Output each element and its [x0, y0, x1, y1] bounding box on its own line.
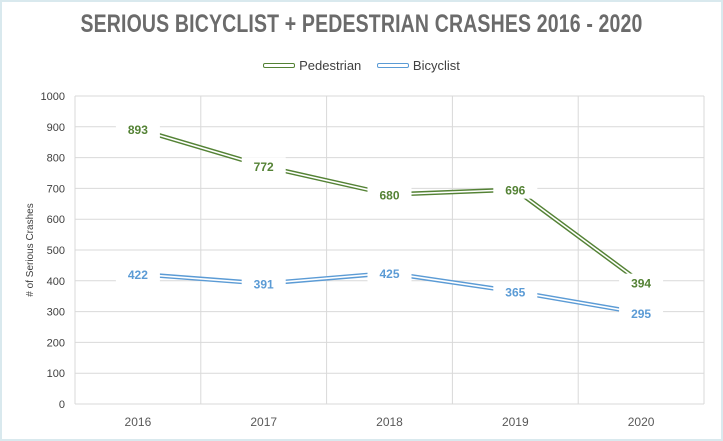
y-tick-label: 300	[47, 307, 65, 319]
legend-label-bicyclist: Bicyclist	[412, 58, 460, 73]
x-tick-label: 2016	[125, 415, 152, 429]
chart-title: SERIOUS BICYCLIST + PEDESTRIAN CRASHES 2…	[80, 10, 643, 38]
legend: Pedestrian Bicyclist	[0, 56, 723, 73]
data-label-pedestrian: 772	[254, 160, 274, 174]
data-label-bg-pedestrian	[619, 273, 664, 292]
legend-swatch-pedestrian	[263, 63, 296, 68]
data-label-pedestrian: 696	[505, 184, 525, 198]
y-tick-label: 400	[47, 276, 65, 288]
data-label-bicyclist: 295	[631, 307, 651, 321]
y-axis-label: # of Serious Crashes	[25, 203, 36, 296]
data-label-bg-bicyclist	[367, 264, 412, 283]
x-tick-label: 2017	[250, 415, 277, 429]
data-label-bg-pedestrian	[367, 185, 412, 204]
data-label-bg-pedestrian	[241, 157, 286, 176]
x-tick-label: 2020	[628, 415, 655, 429]
data-label-bg-bicyclist	[115, 265, 160, 284]
y-tick-label: 600	[47, 214, 65, 226]
y-tick-label: 1000	[41, 91, 65, 103]
data-label-bg-bicyclist	[493, 282, 538, 301]
y-tick-label: 800	[47, 153, 65, 165]
series-line-inner-pedestrian	[137, 128, 642, 284]
legend-item-pedestrian: Pedestrian	[263, 58, 361, 73]
legend-label-pedestrian: Pedestrian	[299, 58, 362, 73]
data-label-pedestrian: 680	[379, 189, 399, 203]
data-label-pedestrian: 394	[631, 277, 651, 291]
data-label-bicyclist: 391	[254, 278, 274, 292]
data-label-bg-bicyclist	[619, 304, 664, 323]
y-tick-label: 900	[47, 122, 65, 134]
data-label-bg-pedestrian	[493, 180, 538, 199]
data-label-bg-bicyclist	[241, 274, 286, 293]
y-tick-label: 500	[47, 245, 65, 257]
data-label-bicyclist: 422	[128, 268, 148, 282]
data-label-bg-pedestrian	[115, 119, 160, 138]
x-tick-label: 2018	[376, 415, 403, 429]
y-tick-label: 200	[47, 337, 65, 349]
y-tick-label: 0	[59, 399, 65, 411]
data-label-bicyclist: 425	[379, 267, 399, 281]
data-label-pedestrian: 893	[128, 123, 148, 137]
y-tick-label: 700	[47, 183, 65, 195]
y-tick-label: 100	[47, 368, 65, 380]
legend-swatch-bicyclist	[376, 63, 409, 68]
data-label-bicyclist: 365	[505, 286, 525, 300]
x-tick-label: 2019	[502, 415, 529, 429]
legend-item-bicyclist: Bicyclist	[376, 58, 460, 73]
